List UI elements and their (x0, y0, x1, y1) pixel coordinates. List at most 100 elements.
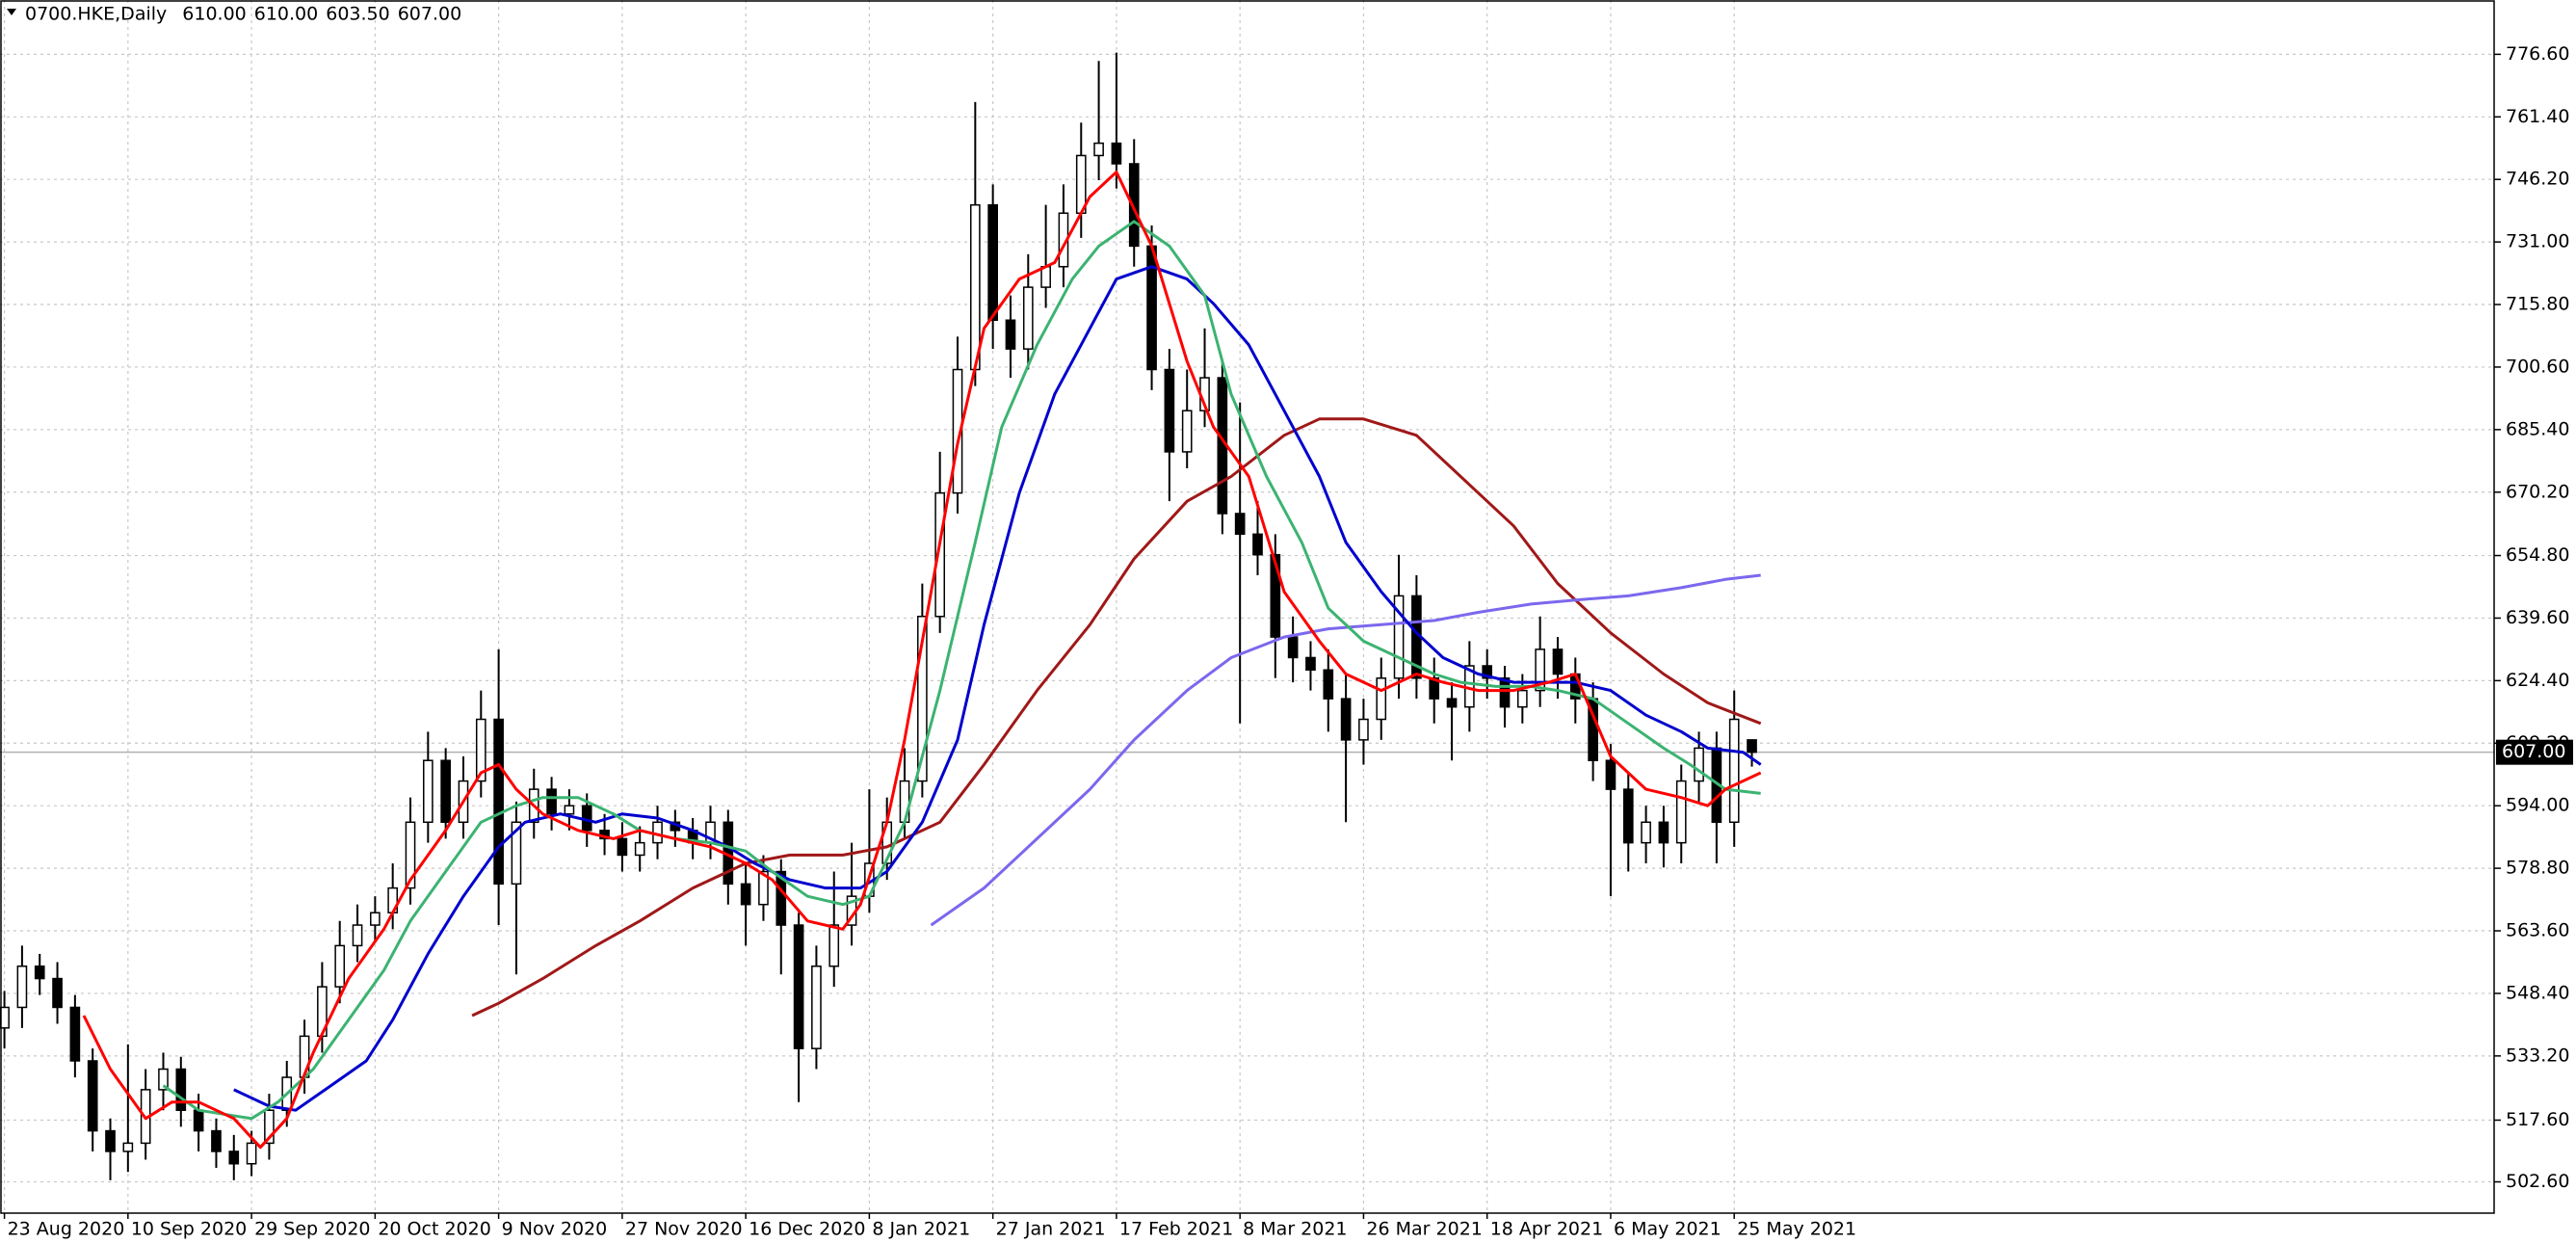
moving-average-line (82, 171, 1762, 1150)
y-tick-label: 685.40 (2506, 418, 2569, 439)
candle-body (793, 924, 804, 1049)
grid-layer (0, 0, 2494, 1213)
x-tick-label: 9 Nov 2020 (502, 1219, 608, 1240)
x-tick-label: 8 Jan 2021 (872, 1219, 970, 1240)
candle-body (1252, 533, 1263, 556)
candle-body (246, 1142, 257, 1165)
moving-average-line (162, 220, 1761, 1121)
candle-body (1287, 636, 1299, 659)
candle-body (175, 1068, 187, 1111)
candle-body (370, 912, 381, 926)
candle-body (1728, 718, 1740, 824)
candle-body (634, 841, 645, 857)
candle-body (158, 1068, 169, 1091)
candle-body (1093, 142, 1104, 157)
y-tick-label: 670.20 (2506, 481, 2569, 502)
candle-body (228, 1150, 240, 1165)
y-tick-label: 502.60 (2506, 1171, 2569, 1192)
header-value: 610.00 (182, 4, 246, 25)
candle-body (1111, 142, 1122, 165)
y-tick-label: 700.60 (2506, 356, 2569, 377)
candle-body (211, 1129, 222, 1152)
x-tick-label: 16 Dec 2020 (749, 1219, 865, 1240)
candle-body (475, 718, 486, 782)
y-tick-label: 761.40 (2506, 106, 2569, 127)
candle-body (1393, 595, 1405, 679)
candle-body (1535, 648, 1545, 692)
candle-body (1040, 265, 1051, 288)
x-tick-label: 8 Mar 2021 (1243, 1219, 1347, 1240)
candle-body (740, 883, 751, 906)
candle-body (264, 1109, 275, 1145)
y-tick-label: 746.20 (2506, 169, 2569, 190)
candle-body (1605, 759, 1617, 790)
candle-body (1694, 747, 1704, 782)
candle-body (422, 759, 434, 824)
menu-triangle[interactable] (7, 9, 16, 15)
candle-body (16, 965, 28, 1009)
label-layer: 610.00 610.00 603.50 607.00 502.60 517.60 533.… (3, 4, 2573, 1240)
candle-body (122, 1142, 134, 1152)
candle-body (1323, 669, 1334, 700)
candle-body (1234, 513, 1246, 536)
candle-body (0, 1006, 10, 1029)
candle-body (1128, 163, 1140, 248)
candle-body (1517, 689, 1528, 708)
candle-body (1446, 698, 1458, 708)
candle-body (1376, 677, 1387, 721)
y-tick-label: 624.40 (2506, 670, 2569, 691)
candle-body (952, 368, 963, 494)
y-tick-label: 533.20 (2506, 1045, 2569, 1066)
candle-body (1622, 788, 1634, 844)
candle-body (493, 718, 504, 886)
header-value: 607.00 (398, 4, 461, 25)
y-tick-label: 578.80 (2506, 858, 2569, 879)
candle-body (1164, 368, 1175, 453)
y-tick-label: 517.60 (2506, 1109, 2569, 1130)
candle-body (811, 965, 822, 1049)
candle-body (934, 491, 946, 618)
moving-average-line (471, 417, 1762, 1018)
candle-body (87, 1060, 98, 1132)
candle-body (828, 924, 840, 967)
y-tick-label: 731.00 (2506, 231, 2569, 252)
candle-body (334, 944, 346, 988)
candle-body (969, 203, 981, 371)
header-value: 610.00 (254, 4, 318, 25)
candle-body (987, 203, 998, 322)
candle-body (352, 924, 363, 947)
y-tick-label: 715.80 (2506, 294, 2569, 315)
candle-body (69, 1006, 81, 1062)
header-value: 603.50 (326, 4, 389, 25)
y-tick-label: 548.40 (2506, 982, 2569, 1003)
mark-layer (0, 52, 1762, 1180)
plot-frame (0, 0, 2495, 1214)
x-tick-label: 20 Oct 2020 (378, 1219, 490, 1240)
y-tick-label: 594.00 (2506, 795, 2569, 816)
x-tick-label: 18 Apr 2021 (1490, 1219, 1603, 1240)
candle-body (193, 1109, 204, 1132)
candle-body (1641, 821, 1651, 844)
candle-body (1747, 739, 1757, 754)
x-tick-label: 23 Aug 2020 (8, 1219, 125, 1240)
x-tick-label: 10 Sep 2020 (131, 1219, 247, 1240)
y-tick-label: 639.60 (2506, 607, 2569, 628)
x-tick-label: 29 Sep 2020 (254, 1219, 370, 1240)
candle-body (1005, 319, 1016, 350)
y-tick-label: 563.60 (2506, 920, 2569, 941)
candle-body (52, 977, 63, 1009)
candle-body (1658, 821, 1669, 844)
candle-body (546, 788, 557, 815)
x-tick-label: 27 Jan 2021 (996, 1219, 1106, 1240)
candle-body (758, 870, 769, 906)
chart-title: 0700.HKE,Daily (25, 4, 167, 25)
candle-body (405, 821, 416, 889)
candle-body (1358, 718, 1369, 741)
last-price-label: 607.00 (2502, 741, 2565, 762)
candle-body (1499, 677, 1511, 708)
y-tick-label: 776.60 (2506, 43, 2569, 65)
